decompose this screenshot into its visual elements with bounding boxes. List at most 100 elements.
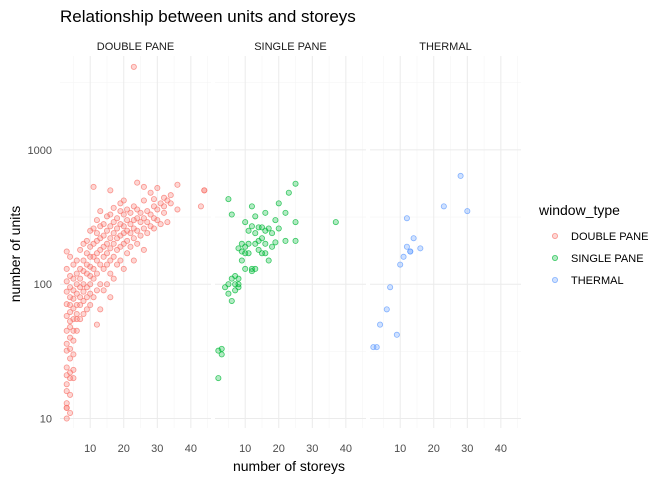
- y-tick-label: 1000: [28, 145, 52, 157]
- data-point: [67, 253, 74, 260]
- data-point: [73, 311, 80, 318]
- data-point: [137, 209, 144, 216]
- facet-panel-2: SINGLE PANE: [215, 41, 366, 428]
- data-point: [63, 415, 70, 422]
- facet-panels: DOUBLE PANE SINGLE PANE THERMAL: [60, 41, 521, 428]
- data-point: [107, 211, 114, 218]
- y-axis-ticks: 10 100 1000: [28, 145, 52, 426]
- data-point: [292, 219, 299, 226]
- data-point: [269, 243, 276, 250]
- data-point: [127, 243, 134, 250]
- data-point: [97, 306, 104, 313]
- y-tick-label: 10: [40, 414, 52, 426]
- data-point: [100, 221, 107, 228]
- series-thermal: [370, 172, 471, 351]
- data-point: [110, 275, 117, 282]
- data-point: [70, 351, 77, 358]
- data-point: [242, 265, 249, 272]
- data-point: [134, 179, 141, 186]
- data-point: [238, 257, 245, 264]
- data-point: [67, 345, 74, 352]
- data-point: [67, 409, 74, 416]
- data-point: [63, 340, 70, 347]
- data-point: [67, 391, 74, 398]
- data-point: [275, 225, 282, 232]
- data-point: [225, 196, 232, 203]
- facet-strip-label: SINGLE PANE: [254, 41, 327, 53]
- data-point: [77, 275, 84, 282]
- data-point: [77, 294, 84, 301]
- legend-key: [552, 232, 559, 239]
- data-point: [410, 235, 417, 242]
- data-point: [63, 364, 70, 371]
- data-point: [140, 246, 147, 253]
- legend-title: window_type: [538, 202, 620, 218]
- data-point: [164, 219, 171, 226]
- data-point: [77, 302, 84, 309]
- data-point: [245, 227, 252, 234]
- data-point: [464, 208, 471, 215]
- data-point: [285, 189, 292, 196]
- data-point: [67, 355, 74, 362]
- data-point: [154, 185, 161, 192]
- data-point: [87, 281, 94, 288]
- data-point: [87, 290, 94, 297]
- data-point: [140, 197, 147, 204]
- data-point: [120, 211, 127, 218]
- data-point: [93, 257, 100, 264]
- data-point: [137, 232, 144, 239]
- x-tick-label: 10: [394, 443, 406, 455]
- data-point: [215, 347, 222, 354]
- data-point: [97, 281, 104, 288]
- legend-key: [552, 276, 559, 283]
- data-point: [97, 261, 104, 268]
- data-point: [83, 237, 90, 244]
- data-point: [265, 257, 272, 264]
- data-point: [117, 257, 124, 264]
- data-point: [63, 381, 70, 388]
- data-point: [147, 211, 154, 218]
- data-point: [377, 321, 384, 328]
- data-point: [130, 257, 137, 264]
- data-point: [90, 294, 97, 301]
- data-point: [100, 265, 107, 272]
- data-point: [265, 225, 272, 232]
- data-point: [238, 248, 245, 255]
- data-point: [120, 265, 127, 272]
- data-point: [70, 261, 77, 268]
- data-point: [63, 400, 70, 407]
- data-point: [127, 221, 134, 228]
- data-point: [80, 257, 87, 264]
- series-single-pane: [215, 180, 339, 382]
- data-point: [400, 253, 407, 260]
- data-point: [107, 235, 114, 242]
- data-point: [63, 388, 70, 395]
- data-point: [100, 287, 107, 294]
- legend-label: SINGLE PANE: [571, 253, 644, 265]
- data-point: [140, 225, 147, 232]
- legend-item: SINGLE PANE: [552, 253, 644, 265]
- data-point: [63, 248, 70, 255]
- data-point: [373, 344, 380, 351]
- data-point: [70, 295, 77, 302]
- data-point: [93, 217, 100, 224]
- data-point: [93, 321, 100, 328]
- data-point: [80, 297, 87, 304]
- facet-panel-3: THERMAL: [370, 41, 521, 428]
- data-point: [252, 265, 259, 272]
- data-point: [144, 219, 151, 226]
- data-point: [110, 204, 117, 211]
- data-point: [201, 187, 208, 194]
- x-tick-label: 20: [273, 443, 285, 455]
- data-point: [90, 253, 97, 260]
- data-point: [161, 203, 168, 210]
- data-point: [150, 196, 157, 203]
- data-point: [63, 312, 70, 319]
- data-point: [120, 223, 127, 230]
- data-point: [440, 203, 447, 210]
- data-point: [90, 275, 97, 282]
- data-point: [70, 275, 77, 282]
- data-point: [157, 221, 164, 228]
- data-point: [83, 294, 90, 301]
- data-point: [63, 327, 70, 334]
